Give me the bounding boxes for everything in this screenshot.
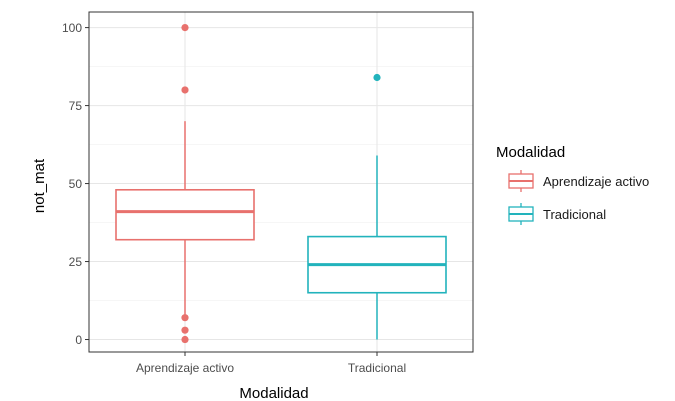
x-axis: Aprendizaje activo Tradicional	[136, 352, 406, 375]
outlier-point	[181, 335, 189, 344]
y-tick-label: 75	[69, 99, 83, 113]
boxes	[115, 23, 447, 344]
outlier-point	[181, 326, 189, 334]
legend-title: Modalidad	[496, 144, 565, 161]
legend-label: Aprendizaje activo	[543, 174, 649, 189]
legend-label: Tradicional	[543, 207, 606, 222]
legend: Modalidad Aprendizaje activo Tradicional	[496, 144, 649, 225]
outlier-point	[373, 73, 381, 82]
box-body	[115, 188, 255, 241]
x-axis-label: Modalidad	[239, 385, 308, 401]
y-axis-label: not_mat	[31, 158, 48, 213]
box-2	[307, 73, 447, 340]
y-tick-label: 100	[62, 21, 82, 35]
y-axis: 0 25 50 75 100	[62, 21, 89, 347]
panel-border	[88, 11, 474, 353]
box-1	[115, 23, 255, 344]
y-tick-label: 50	[69, 177, 83, 191]
x-tick-label: Tradicional	[348, 361, 406, 375]
legend-item: Tradicional	[508, 203, 606, 225]
y-tick-label: 0	[75, 333, 82, 347]
outlier-point	[181, 86, 189, 94]
outlier-point	[181, 23, 189, 32]
y-tick-label: 25	[69, 255, 83, 269]
legend-item: Aprendizaje activo	[508, 170, 649, 192]
x-tick-label: Aprendizaje activo	[136, 361, 234, 375]
outlier-point	[181, 314, 189, 322]
